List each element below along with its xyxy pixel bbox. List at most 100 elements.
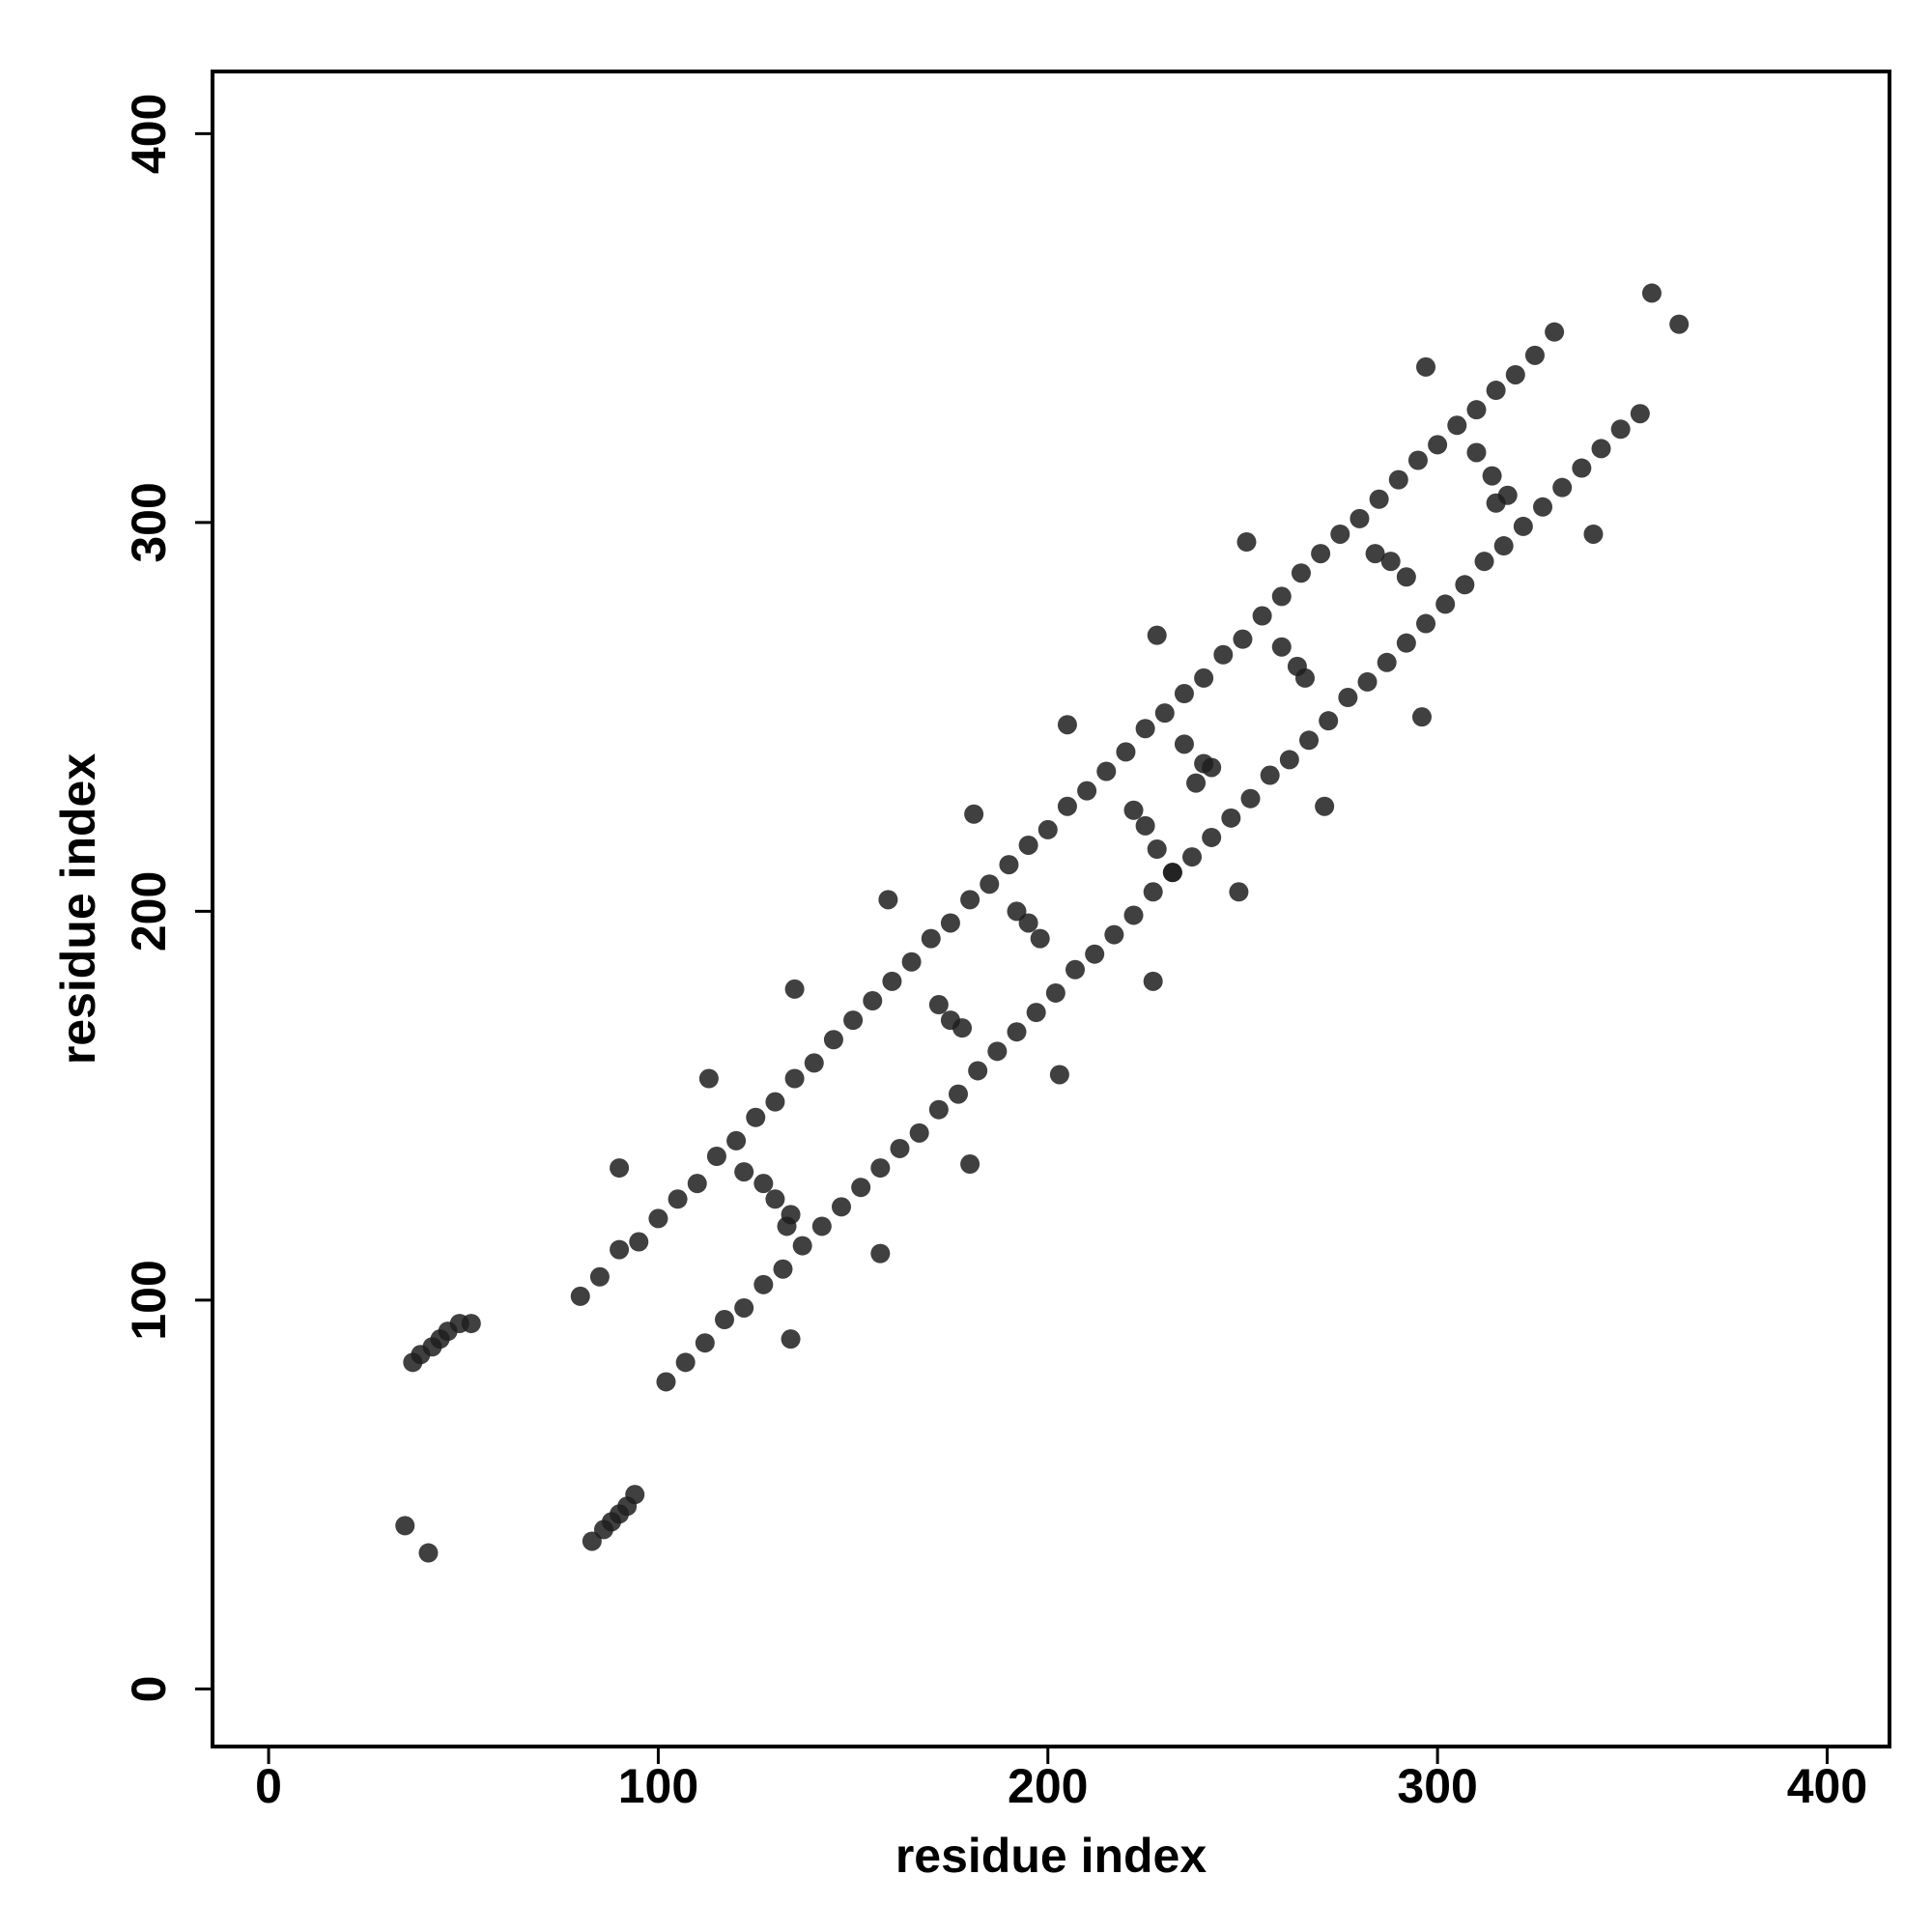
point	[921, 928, 941, 949]
point	[1435, 594, 1456, 614]
point	[1319, 711, 1339, 731]
x-tick-label: 100	[618, 1759, 698, 1813]
point	[1545, 322, 1565, 342]
point	[1271, 637, 1292, 657]
point	[698, 1068, 719, 1089]
point	[1065, 959, 1086, 980]
point	[765, 1092, 785, 1112]
y-tick-label: 0	[122, 1676, 176, 1703]
point	[960, 890, 980, 910]
point	[1311, 544, 1331, 564]
point	[1299, 730, 1320, 751]
point	[1610, 419, 1631, 440]
point	[1380, 552, 1401, 572]
point	[461, 1314, 481, 1334]
point	[1482, 466, 1502, 486]
point	[1213, 644, 1234, 665]
point	[734, 1162, 754, 1182]
point	[726, 1130, 747, 1151]
point	[1123, 905, 1144, 925]
point	[1026, 1003, 1046, 1023]
point	[648, 1208, 668, 1229]
x-tick-label: 200	[1008, 1759, 1088, 1813]
point	[1229, 882, 1249, 902]
point	[687, 1174, 707, 1194]
point	[928, 1099, 949, 1120]
point	[1411, 707, 1432, 727]
point	[610, 1158, 630, 1179]
point	[832, 1197, 851, 1217]
point	[1202, 827, 1222, 847]
point	[1236, 532, 1257, 553]
point	[940, 913, 960, 933]
point	[656, 1372, 676, 1392]
point	[1116, 742, 1136, 762]
point	[1377, 652, 1397, 672]
point	[823, 1030, 843, 1050]
point	[746, 1107, 766, 1127]
point	[804, 1053, 824, 1073]
point	[695, 1333, 715, 1353]
point	[1186, 773, 1207, 793]
point	[1147, 839, 1167, 860]
point	[1350, 508, 1370, 528]
point	[1486, 381, 1506, 401]
point	[1396, 633, 1416, 653]
point	[1505, 364, 1525, 384]
point	[1455, 575, 1475, 595]
point	[870, 1243, 891, 1264]
point	[1233, 629, 1253, 649]
point	[1447, 415, 1467, 436]
point	[1182, 847, 1203, 867]
point	[1221, 808, 1241, 828]
point	[1524, 345, 1545, 365]
point	[1365, 544, 1385, 564]
point	[1240, 788, 1261, 809]
point	[1338, 688, 1358, 708]
y-tick-label: 200	[122, 871, 176, 952]
point	[418, 1543, 439, 1563]
point	[882, 971, 902, 991]
point	[1291, 563, 1311, 583]
point	[1533, 497, 1553, 517]
point	[1057, 796, 1077, 816]
point	[878, 890, 898, 910]
point	[714, 1310, 734, 1330]
point	[582, 1531, 602, 1551]
point	[1174, 684, 1194, 704]
point	[909, 1122, 929, 1143]
point	[1162, 863, 1182, 883]
point	[952, 1018, 973, 1038]
point	[1037, 819, 1058, 839]
x-tick-label: 400	[1787, 1759, 1867, 1813]
point	[675, 1352, 696, 1373]
point	[1407, 450, 1428, 470]
point	[1096, 761, 1117, 781]
point	[928, 995, 949, 1015]
point	[1474, 552, 1494, 572]
point	[1104, 924, 1124, 945]
point	[1135, 815, 1155, 836]
point	[1669, 314, 1690, 334]
point	[980, 874, 1000, 895]
point	[1416, 356, 1436, 377]
point	[1396, 567, 1416, 587]
point	[1583, 524, 1604, 544]
point	[1260, 765, 1280, 785]
plot-frame	[211, 70, 1891, 1748]
point	[811, 1216, 832, 1236]
point	[1493, 536, 1514, 556]
point	[968, 1061, 988, 1081]
point	[987, 1041, 1008, 1062]
point	[1018, 835, 1038, 855]
point	[777, 1216, 797, 1236]
point	[784, 979, 805, 999]
point	[1057, 715, 1077, 735]
y-tick-label: 400	[122, 94, 176, 174]
y-tick-label: 100	[122, 1260, 176, 1340]
point	[1466, 400, 1487, 420]
point	[1416, 613, 1436, 634]
point	[1357, 671, 1378, 692]
